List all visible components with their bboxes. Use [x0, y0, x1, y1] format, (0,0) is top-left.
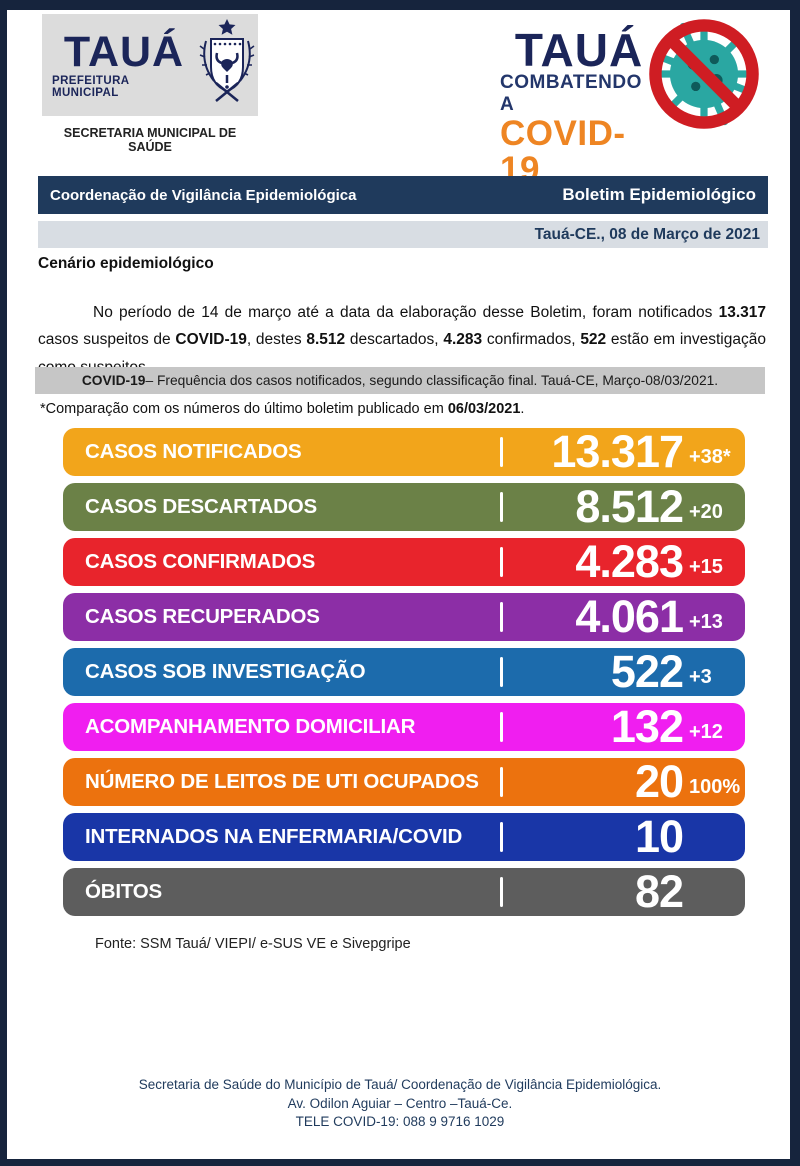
- stat-value: 4.061: [575, 591, 684, 642]
- footer: Secretaria de Saúde do Município de Tauá…: [0, 1076, 800, 1132]
- stat-divider: [500, 492, 503, 522]
- coat-of-arms-icon: [196, 17, 258, 114]
- stat-delta: +13: [689, 611, 723, 633]
- stats-list: CASOS NOTIFICADOS 13.317 +38* CASOS DESC…: [63, 428, 745, 923]
- campaign-logo-line2: COMBATENDO A: [500, 72, 642, 115]
- no-virus-icon: [642, 12, 766, 141]
- stat-label: NÚMERO DE LEITOS DE UTI OCUPADOS: [85, 770, 479, 793]
- stat-label: INTERNADOS NA ENFERMARIA/COVID: [85, 825, 463, 848]
- municipal-logo-name: TAUÁ: [63, 28, 185, 76]
- intro-notificados-count: 13.317: [718, 303, 766, 321]
- stat-value: 82: [634, 866, 684, 917]
- stat-bar-casos-descartados: CASOS DESCARTADOS 8.512 +20: [63, 483, 745, 531]
- intro-text: , destes: [246, 331, 307, 349]
- intro-confirmados-count: 4.283: [443, 331, 483, 349]
- stat-bar-internados-enfermaria: INTERNADOS NA ENFERMARIA/COVID 10: [63, 813, 745, 861]
- campaign-logo: TAUÁ COMBATENDO A COVID-19: [500, 24, 658, 188]
- stat-divider: [500, 822, 503, 852]
- intro-investigacao-count: 522: [580, 331, 607, 349]
- stat-label: CASOS NOTIFICADOS: [85, 440, 302, 463]
- stat-label: CASOS RECUPERADOS: [85, 605, 320, 628]
- stat-label: ÓBITOS: [85, 880, 163, 903]
- stat-bar-casos-recuperados: CASOS RECUPERADOS 4.061 +13: [63, 593, 745, 641]
- stat-value: 522: [610, 646, 684, 697]
- intro-descartados-count: 8.512: [306, 331, 346, 349]
- stat-value: 10: [634, 811, 684, 862]
- stat-bar-casos-sob-investigacao: CASOS SOB INVESTIGAÇÃO 522 +3: [63, 648, 745, 696]
- title-bar: Coordenação de Vigilância Epidemiológica…: [38, 176, 768, 214]
- municipal-logo-text: TAUÁ PREFEITURA MUNICIPAL: [52, 28, 196, 100]
- stat-label: CASOS SOB INVESTIGAÇÃO: [85, 660, 366, 683]
- stat-divider: [500, 712, 503, 742]
- section-heading: Cenário epidemiológico: [38, 255, 214, 272]
- stat-delta: +3: [689, 666, 712, 688]
- campaign-logo-name: TAUÁ: [514, 24, 644, 76]
- strip-text: – Frequência dos casos notificados, segu…: [145, 373, 719, 388]
- note-text: *Comparação com os números do último bol…: [40, 401, 448, 417]
- stat-bar-casos-notificados: CASOS NOTIFICADOS 13.317 +38*: [63, 428, 745, 476]
- stat-delta: +20: [689, 501, 723, 523]
- note-text: .: [520, 401, 525, 417]
- intro-text: casos suspeitos de: [38, 331, 176, 349]
- stat-label: ACOMPANHAMENTO DOMICILIAR: [85, 715, 416, 738]
- date-bar: Tauá-CE., 08 de Março de 2021: [38, 221, 768, 248]
- stat-delta: [683, 854, 745, 861]
- source-note: Fonte: SSM Tauá/ VIEPI/ e-SUS VE e Sivep…: [95, 936, 411, 952]
- stat-divider: [500, 437, 503, 467]
- stat-value: 13.317: [551, 426, 684, 477]
- intro-covid-term: COVID-19: [175, 331, 247, 349]
- stat-divider: [500, 877, 503, 907]
- stat-bar-obitos: ÓBITOS 82: [63, 868, 745, 916]
- municipal-logo-subtitle: PREFEITURA MUNICIPAL: [52, 75, 130, 99]
- stat-divider: [500, 547, 503, 577]
- stat-label: CASOS DESCARTADOS: [85, 495, 317, 518]
- stat-value: 132: [610, 701, 684, 752]
- footer-line3: TELE COVID-19: 088 9 9716 1029: [295, 1114, 505, 1129]
- stat-bar-acompanhamento-domiciliar: ACOMPANHAMENTO DOMICILIAR 132 +12: [63, 703, 745, 751]
- intro-text: No período de 14 de março até a data da …: [93, 303, 719, 321]
- stat-delta: +15: [689, 556, 723, 578]
- title-bar-right: Boletim Epidemiológico: [562, 185, 756, 204]
- strip-covid-term: COVID-19: [81, 373, 146, 388]
- title-bar-left: Coordenação de Vigilância Epidemiológica: [50, 186, 357, 204]
- stat-bar-leitos-uti: NÚMERO DE LEITOS DE UTI OCUPADOS 20 100%: [63, 758, 745, 806]
- intro-text: descartados,: [345, 331, 444, 349]
- stat-value: 20: [634, 756, 684, 807]
- stat-divider: [500, 602, 503, 632]
- stat-delta: 100%: [689, 776, 741, 798]
- municipal-logo: TAUÁ PREFEITURA MUNICIPAL: [42, 14, 258, 116]
- stat-label: CASOS CONFIRMADOS: [85, 550, 316, 573]
- stat-bar-casos-confirmados: CASOS CONFIRMADOS 4.283 +15: [63, 538, 745, 586]
- stat-delta: +38*: [689, 446, 731, 468]
- stat-value: 8.512: [575, 481, 684, 532]
- stat-value: 4.283: [575, 536, 684, 587]
- stat-delta: +12: [689, 721, 723, 743]
- department-title: SECRETARIA MUNICIPAL DE SAÚDE: [63, 126, 237, 154]
- note-date: 06/03/2021: [447, 401, 521, 417]
- footer-line2: Av. Odilon Aguiar – Centro –Tauá-Ce.: [287, 1095, 513, 1111]
- stat-delta: [683, 909, 745, 916]
- classification-strip: COVID-19 – Frequência dos casos notifica…: [35, 367, 765, 394]
- stat-divider: [500, 767, 503, 797]
- comparison-note: *Comparação com os números do último bol…: [40, 401, 524, 417]
- footer-line1: Secretaria de Saúde do Município de Tauá…: [138, 1077, 662, 1092]
- stat-divider: [500, 657, 503, 687]
- intro-text: confirmados,: [482, 331, 581, 349]
